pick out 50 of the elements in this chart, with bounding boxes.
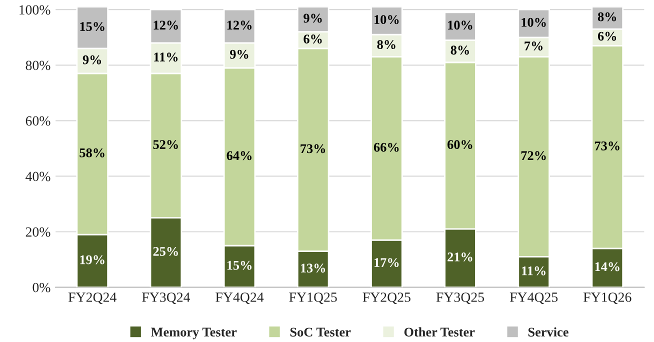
data-label: 11% (154, 52, 178, 62)
data-label: 15% (80, 22, 104, 32)
data-label: 73% (594, 141, 620, 150)
data-label: 10% (448, 20, 472, 30)
data-label: 8% (598, 12, 616, 22)
data-label: 7% (524, 42, 542, 50)
data-label: 10% (374, 15, 399, 24)
data-label: 8% (450, 46, 469, 55)
x-tick-label: FY3Q24 (142, 292, 190, 304)
data-label: 15% (227, 260, 252, 270)
data-label: 8% (377, 40, 396, 50)
data-label: 64% (226, 151, 252, 160)
data-label: 52% (153, 140, 178, 150)
data-label: 14% (595, 262, 620, 272)
data-label: 9% (82, 55, 102, 64)
data-label: 66% (374, 142, 399, 152)
x-tick-label: FY2Q25 (362, 292, 410, 304)
data-label: 11% (522, 266, 546, 276)
x-tick-label: FY2Q24 (68, 292, 116, 304)
data-label: 13% (300, 264, 326, 273)
y-tick-label: 20% (26, 227, 50, 237)
x-tick-label: FY4Q25 (510, 292, 558, 304)
x-tick-label: FY3Q25 (436, 292, 484, 304)
y-tick-label: 0% (32, 282, 50, 292)
data-label: 9% (230, 50, 248, 59)
data-label: 6% (304, 34, 322, 44)
data-label: 58% (80, 148, 104, 158)
x-tick-label: FY1Q26 (583, 292, 632, 304)
data-label: 72% (521, 151, 546, 160)
data-label: 21% (448, 252, 472, 262)
y-tick-label: 100% (20, 5, 50, 15)
legend-label: SoC Tester (290, 328, 351, 337)
data-label: 17% (374, 258, 399, 268)
data-label: 73% (300, 144, 326, 154)
legend-label: Other Tester (404, 327, 475, 337)
y-tick-label: 40% (26, 172, 50, 182)
legend-label: Memory Tester (151, 328, 237, 340)
legend-label: Service (528, 327, 568, 337)
data-label: 60% (448, 140, 472, 150)
y-tick-label: 80% (26, 60, 50, 70)
data-label: 9% (304, 14, 322, 23)
x-tick-label: FY1Q25 (289, 292, 337, 304)
data-label: 10% (522, 18, 546, 27)
data-label: 12% (154, 20, 178, 30)
data-label: 12% (227, 20, 252, 30)
y-tick-label: 60% (26, 116, 50, 126)
data-label: 6% (598, 32, 616, 41)
data-label: 19% (80, 255, 104, 264)
data-label: 25% (153, 246, 178, 256)
x-tick-label: FY4Q24 (216, 292, 264, 304)
